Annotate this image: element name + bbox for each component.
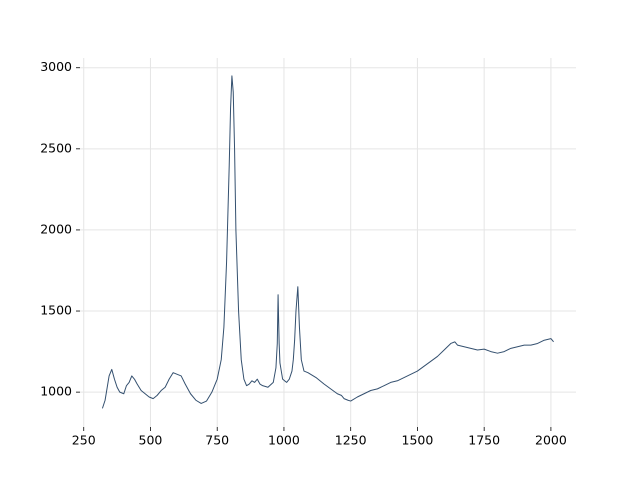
x-tick-label: 1250 bbox=[335, 433, 367, 448]
y-tick-label: 2000 bbox=[40, 221, 72, 236]
x-tick-label: 1000 bbox=[268, 433, 300, 448]
x-tick-label: 750 bbox=[205, 433, 229, 448]
y-tick-label: 1500 bbox=[40, 303, 72, 318]
x-tick-label: 1500 bbox=[402, 433, 434, 448]
y-tick-label: 3000 bbox=[40, 59, 72, 74]
x-tick-label: 2000 bbox=[535, 433, 567, 448]
x-tick-label: 1750 bbox=[468, 433, 500, 448]
x-tick-label: 500 bbox=[139, 433, 163, 448]
y-tick-label: 1000 bbox=[40, 384, 72, 399]
y-tick-label: 2500 bbox=[40, 140, 72, 155]
x-tick-label: 250 bbox=[72, 433, 96, 448]
data-line bbox=[101, 75, 554, 409]
